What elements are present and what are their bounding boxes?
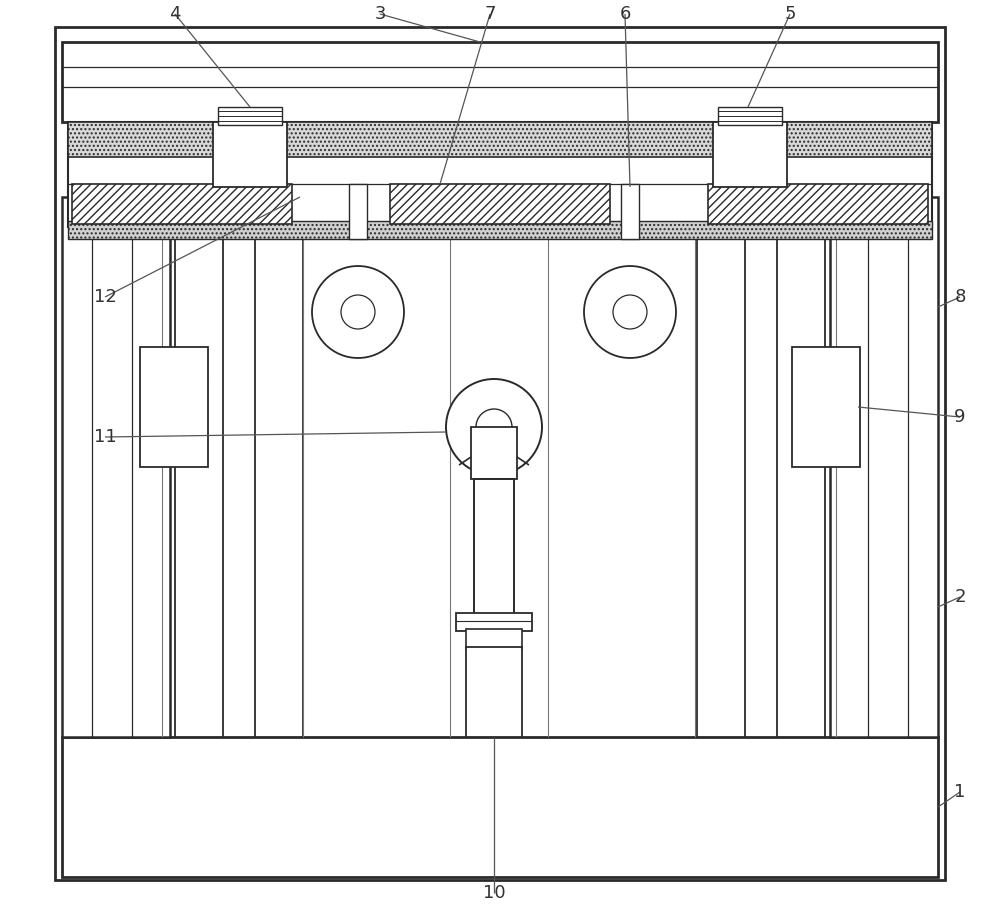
Bar [218, 107, 282, 125]
Bar [466, 647, 522, 737]
Bar [697, 197, 745, 737]
Bar [175, 197, 223, 737]
Text: 7: 7 [484, 5, 496, 23]
Bar [713, 122, 787, 187]
Text: 6: 6 [619, 5, 631, 23]
Bar [621, 184, 639, 239]
Circle shape [312, 266, 404, 358]
Bar [62, 197, 170, 737]
Bar [471, 427, 517, 479]
Circle shape [584, 266, 676, 358]
Bar [466, 629, 522, 649]
Text: 1: 1 [954, 783, 966, 801]
Bar [68, 221, 932, 239]
Text: 9: 9 [954, 408, 966, 426]
Bar [474, 479, 514, 617]
Bar [718, 107, 782, 125]
Bar [62, 42, 938, 122]
Bar [62, 737, 938, 877]
Bar [456, 613, 532, 631]
Bar [213, 122, 287, 187]
Text: 5: 5 [784, 5, 796, 23]
Bar [390, 184, 610, 224]
Bar [792, 347, 860, 467]
Bar [255, 197, 303, 737]
Bar [72, 184, 292, 224]
Bar [68, 122, 932, 157]
Bar [68, 122, 932, 227]
Bar [349, 184, 367, 239]
Bar [708, 184, 928, 224]
Bar [777, 197, 825, 737]
Circle shape [341, 295, 375, 329]
Circle shape [476, 409, 512, 445]
Text: 10: 10 [483, 884, 505, 902]
Bar [830, 197, 938, 737]
Text: 12: 12 [94, 288, 116, 306]
Text: 4: 4 [169, 5, 181, 23]
Text: 11: 11 [94, 428, 116, 446]
Bar [55, 27, 945, 880]
Text: 2: 2 [954, 588, 966, 606]
Circle shape [446, 379, 542, 475]
Bar [140, 347, 208, 467]
Text: 3: 3 [374, 5, 386, 23]
Circle shape [613, 295, 647, 329]
Text: 8: 8 [954, 288, 966, 306]
